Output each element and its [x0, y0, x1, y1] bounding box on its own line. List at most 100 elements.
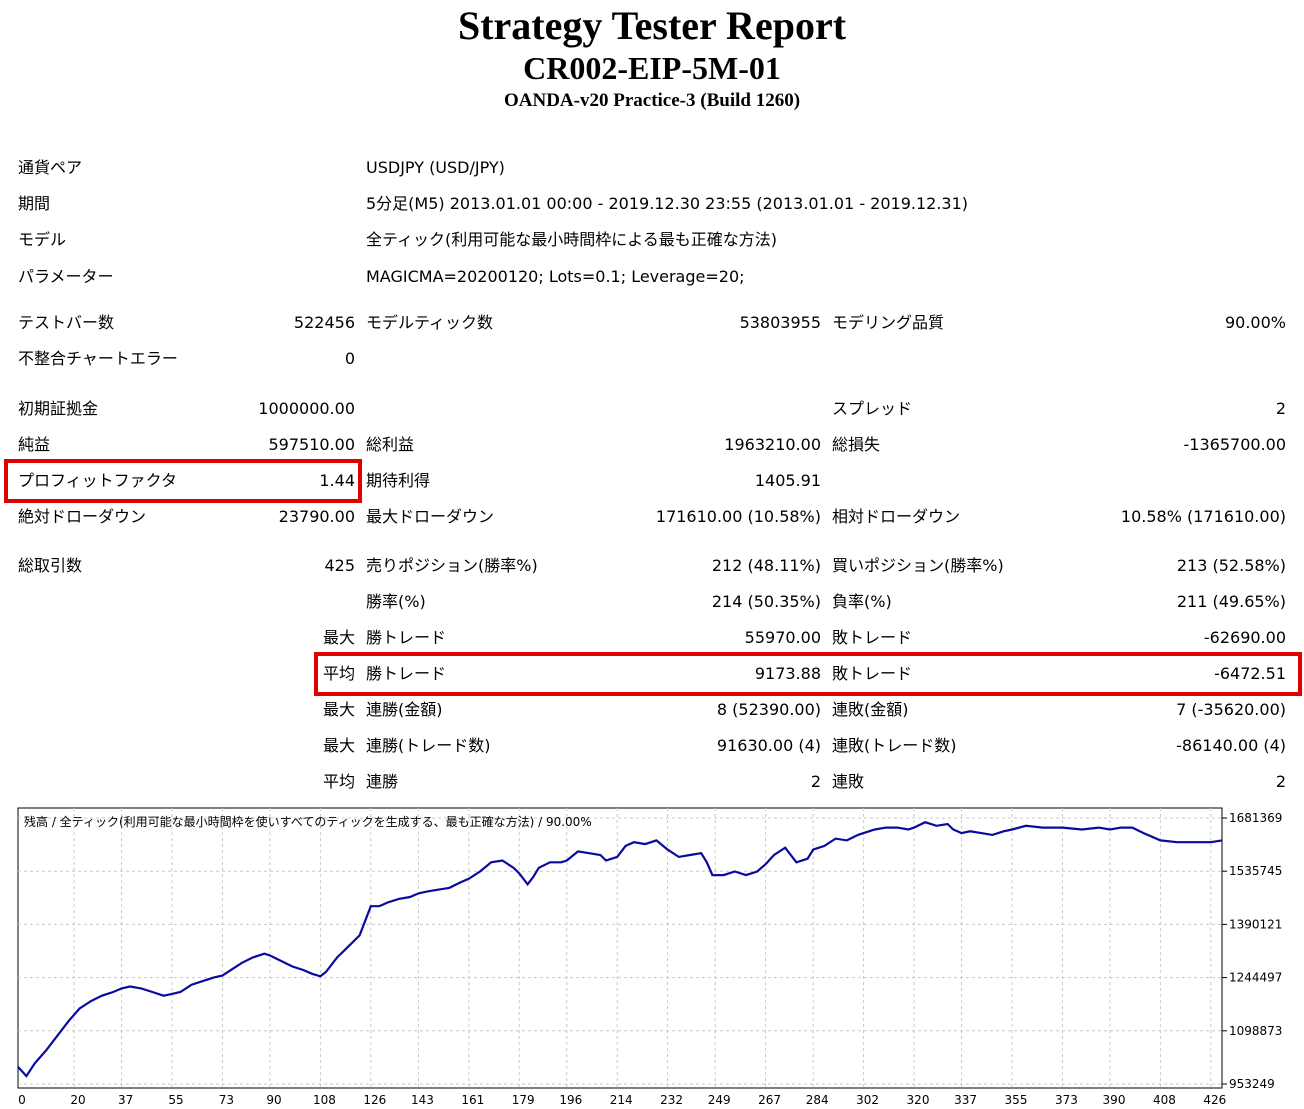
average-consecutive-prefix: 平均: [322, 772, 355, 791]
x-tick-label: 143: [411, 1093, 434, 1107]
strategy-name: CR002-EIP-5M-01: [523, 50, 781, 86]
max-consecutive-loss-label: 連敗(トレード数): [832, 736, 957, 755]
x-tick-label: 90: [266, 1093, 281, 1107]
max-consecutive-losses-label: 連敗(金額): [832, 700, 909, 719]
largest-loss-label: 敗トレード: [832, 628, 913, 647]
gross-loss-label: 総損失: [832, 435, 881, 454]
y-tick-label: 1390121: [1229, 917, 1282, 931]
x-tick-label: 55: [168, 1093, 183, 1107]
average-trade-highlight: [314, 652, 1302, 696]
spread-label: スプレッド: [832, 399, 913, 418]
period-value: 5分足(M5) 2013.01.01 00:00 - 2019.12.30 23…: [366, 194, 969, 213]
x-tick-label: 126: [363, 1093, 386, 1107]
average-consecutive-wins-value: 2: [810, 772, 821, 791]
largest-prefix: 最大: [322, 628, 355, 647]
maximal-drawdown-value: 171610.00 (10.58%): [655, 507, 821, 526]
average-loss-label: 敗トレード: [832, 664, 913, 683]
x-tick-label: 426: [1203, 1093, 1226, 1107]
maximal-drawdown-label: 最大ドローダウン: [366, 507, 495, 526]
average-win-label: 勝トレード: [366, 664, 447, 683]
quality-label: モデリング品質: [832, 313, 945, 332]
y-tick-label: 1535745: [1229, 864, 1282, 878]
short-positions-value: 212 (48.11%): [711, 556, 821, 575]
symbol-label: 通貨ペア: [18, 158, 83, 177]
parameters-value: MAGICMA=20200120; Lots=0.1; Leverage=20;: [366, 267, 745, 286]
x-tick-label: 284: [806, 1093, 829, 1107]
gross-profit-label: 総利益: [366, 435, 415, 454]
x-tick-label: 161: [461, 1093, 484, 1107]
ticks-label: モデルティック数: [366, 313, 494, 332]
balance-series-line: [17, 821, 1223, 1078]
x-tick-label: 249: [708, 1093, 731, 1107]
largest-win-value: 55970.00: [744, 628, 821, 647]
max-consecutive-profit-value: 91630.00 (4): [716, 736, 821, 755]
x-tick-label: 214: [610, 1093, 633, 1107]
win-rate-label: 勝率(%): [366, 592, 426, 611]
model-label: モデル: [18, 230, 67, 249]
spread-value: 2: [1275, 399, 1286, 418]
long-positions-label: 買いポジション(勝率%): [832, 556, 1004, 575]
average-consecutive-losses-value: 2: [1275, 772, 1286, 791]
average-win-value: 9173.88: [754, 664, 821, 683]
symbol-value: USDJPY (USD/JPY): [366, 158, 505, 177]
short-positions-label: 売りポジション(勝率%): [366, 556, 538, 575]
gross-loss-value: -1365700.00: [1183, 435, 1286, 454]
x-tick-label: 196: [559, 1093, 582, 1107]
chart-title: 残高 / 全ティック(利用可能な最小時間枠を使いすべてのティックを生成する、最も…: [24, 814, 592, 829]
report-title: Strategy Tester Report: [457, 3, 847, 48]
bars-value: 522456: [293, 313, 355, 332]
max-consecutive-losses-value: 7 (-35620.00): [1176, 700, 1286, 719]
average-prefix: 平均: [322, 664, 355, 683]
chart-frame: [17, 807, 1223, 1089]
y-tick-label: 1244497: [1229, 971, 1282, 985]
total-trades-value: 425: [324, 556, 355, 575]
x-tick-label: 267: [758, 1093, 781, 1107]
relative-drawdown-value: 10.58% (171610.00): [1120, 507, 1286, 526]
bars-label: テストバー数: [18, 313, 115, 332]
absolute-drawdown-value: 23790.00: [278, 507, 355, 526]
x-tick-label: 73: [219, 1093, 234, 1107]
win-rate-value: 214 (50.35%): [711, 592, 821, 611]
largest-loss-value: -62690.00: [1203, 628, 1286, 647]
y-tick-label: 953249: [1229, 1077, 1275, 1091]
quality-value: 90.00%: [1224, 313, 1286, 332]
max-consecutive-profit-label: 連勝(トレード数): [366, 736, 491, 755]
loss-rate-value: 211 (49.65%): [1176, 592, 1286, 611]
x-tick-label: 37: [118, 1093, 133, 1107]
max-consecutive-prefix: 最大: [322, 700, 355, 719]
profit-factor-highlight: [4, 459, 362, 503]
net-profit-value: 597510.00: [268, 435, 355, 454]
max-consecutive-profit-prefix: 最大: [322, 736, 355, 755]
server-info: OANDA-v20 Practice-3 (Build 1260): [503, 90, 801, 111]
gross-profit-value: 1963210.00: [724, 435, 821, 454]
x-tick-label: 320: [907, 1093, 930, 1107]
profit-factor-value: 1.44: [319, 471, 355, 490]
period-label: 期間: [18, 194, 51, 213]
x-tick-label: 337: [954, 1093, 977, 1107]
x-tick-label: 408: [1153, 1093, 1176, 1107]
y-tick-label: 1098873: [1229, 1024, 1282, 1038]
max-consecutive-loss-value: -86140.00 (4): [1176, 736, 1286, 755]
x-tick-label: 0: [18, 1093, 26, 1107]
deposit-value: 1000000.00: [258, 399, 355, 418]
net-profit-label: 純益: [18, 435, 51, 454]
ticks-value: 53803955: [739, 313, 821, 332]
total-trades-label: 総取引数: [18, 556, 83, 575]
balance-chart: 残高 / 全ティック(利用可能な最小時間枠を使いすべてのティックを生成する、最も…: [17, 807, 1282, 1107]
relative-drawdown-label: 相対ドローダウン: [832, 507, 961, 526]
x-tick-label: 390: [1103, 1093, 1126, 1107]
model-value: 全ティック(利用可能な最小時間枠による最も正確な方法): [366, 230, 778, 249]
x-tick-label: 179: [512, 1093, 535, 1107]
x-tick-label: 373: [1055, 1093, 1078, 1107]
x-tick-label: 302: [856, 1093, 879, 1107]
profit-factor-label: プロフィットファクタ: [18, 471, 178, 490]
long-positions-value: 213 (52.58%): [1176, 556, 1286, 575]
max-consecutive-wins-label: 連勝(金額): [366, 700, 443, 719]
x-tick-label: 20: [70, 1093, 85, 1107]
x-tick-label: 108: [313, 1093, 336, 1107]
mismatch-value: 0: [344, 349, 355, 368]
loss-rate-label: 負率(%): [832, 592, 892, 611]
expected-payoff-label: 期待利得: [366, 471, 431, 490]
deposit-label: 初期証拠金: [18, 399, 99, 418]
average-consecutive-losses-label: 連敗: [832, 772, 865, 791]
